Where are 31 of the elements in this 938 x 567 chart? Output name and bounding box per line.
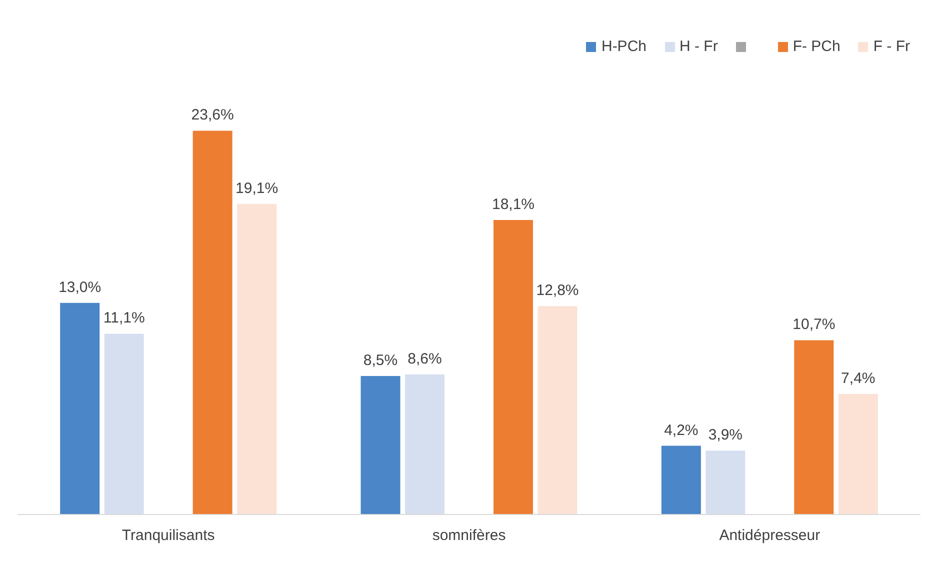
bar <box>60 302 100 514</box>
bar <box>405 374 445 514</box>
legend-label: F- PCh <box>792 38 840 55</box>
bar <box>838 394 878 514</box>
data-label: 3,9% <box>708 426 743 444</box>
data-label: 7,4% <box>841 370 876 387</box>
data-label: 4,2% <box>664 422 698 439</box>
data-label: 10,7% <box>792 316 836 334</box>
legend-label: H-PCh <box>601 38 646 55</box>
bar <box>493 220 533 514</box>
bar <box>237 204 277 514</box>
data-label: 23,6% <box>191 106 234 124</box>
bar <box>538 306 578 514</box>
data-label: 13,0% <box>58 278 102 296</box>
data-label: 19,1% <box>236 180 278 197</box>
data-label: 12,8% <box>536 282 579 300</box>
data-label: 18,1% <box>492 196 535 214</box>
data-label: 11,1% <box>103 310 145 327</box>
bar <box>706 450 746 514</box>
legend-label: H - Fr <box>680 38 718 55</box>
data-label: 8,5% <box>363 352 398 369</box>
x-tick-label: somnifères <box>432 527 506 544</box>
bar <box>104 334 144 514</box>
x-tick-label: Tranquilisants <box>122 527 215 544</box>
bar <box>661 446 701 514</box>
bar <box>794 340 834 514</box>
data-label: 8,6% <box>408 350 442 368</box>
bar <box>192 130 232 514</box>
bar <box>360 376 400 514</box>
x-tick-label: Antidépresseur <box>719 527 820 544</box>
legend-label: F - Fr <box>873 38 910 55</box>
